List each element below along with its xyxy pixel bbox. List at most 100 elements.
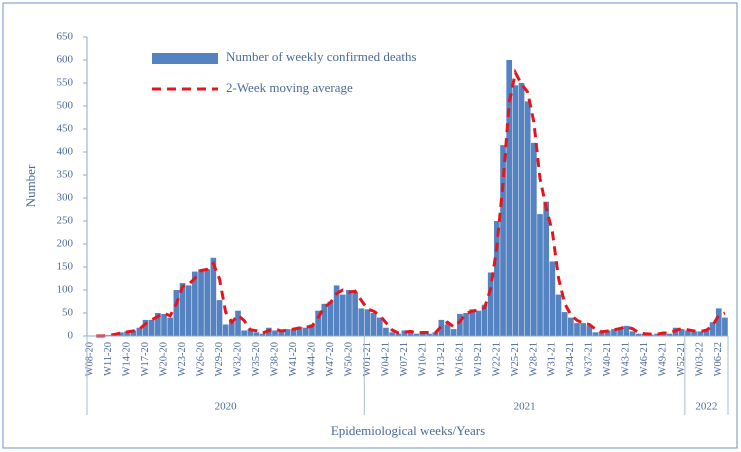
bar [204,269,211,336]
x-tick-label: W28-21 [528,342,539,376]
bar [210,257,217,336]
bar [161,313,167,336]
bar [537,214,543,336]
bar [241,330,248,336]
bar [413,333,420,336]
y-tick-label: 350 [57,169,74,181]
y-tick-label: 550 [57,77,74,89]
bar [487,272,494,336]
bar [444,324,451,336]
bar [253,332,260,336]
x-tick-label: W41-20 [288,342,299,376]
bar [192,271,198,336]
bar [561,312,568,336]
bar [401,330,408,336]
bar [678,329,685,336]
bar [555,294,562,336]
y-tick-label: 0 [68,330,74,342]
group-label: 2020 [215,401,238,413]
bar [327,301,334,336]
bar [623,325,630,336]
bar [598,331,605,336]
x-tick-label: W08-20 [84,342,95,376]
bar [383,327,389,336]
y-tick-label: 600 [57,54,74,66]
bar [179,283,186,336]
bar [580,323,586,336]
bar [512,85,519,336]
bar [339,294,346,336]
legend-swatch [152,53,218,64]
x-tick-label: W37-21 [584,342,595,376]
x-tick-label: W43-21 [621,342,632,376]
bar [685,330,691,336]
y-tick-label: 150 [57,261,74,273]
bar [531,142,537,336]
bar [567,317,574,336]
x-tick-label: W22-21 [491,342,502,376]
bar [629,331,636,336]
bar [389,332,395,336]
bar [722,317,728,336]
x-tick-label: W01-21 [362,342,373,376]
x-tick-label: W14-20 [121,342,132,376]
bar [222,324,229,336]
group-label: 2021 [514,401,536,413]
bar [592,332,599,336]
x-tick-label: W17-20 [140,342,151,376]
bar [494,221,500,336]
bar [518,83,525,336]
bar [216,300,223,336]
bar [333,285,340,336]
x-tick-label: W04-21 [380,342,391,376]
bar [697,331,704,336]
bar [142,319,149,336]
x-tick-label: W23-20 [177,342,188,376]
bar [426,333,432,336]
y-tick-label: 200 [57,238,74,250]
bar [611,329,617,336]
bar [247,329,254,336]
y-axis-label: Number [23,164,38,207]
bar [370,313,377,336]
y-tick-label: 250 [57,215,74,227]
bar [666,333,673,336]
bar [272,330,278,336]
y-tick-label: 650 [57,31,74,43]
x-tick-label: W07-21 [399,342,410,376]
bar [235,310,241,336]
x-tick-label: W29-20 [214,342,225,376]
x-tick-label: W49-21 [658,342,669,376]
bar [185,285,192,336]
bar [450,329,457,336]
y-tick-label: 300 [57,192,74,204]
x-tick-label: W19-21 [473,342,484,376]
y-tick-label: 100 [57,284,74,296]
x-axis-label: Epidemiological weeks/Years [331,423,485,438]
bar [173,290,180,336]
bar [463,313,469,336]
bar [457,313,463,336]
x-tick-label: W03-22 [695,342,706,376]
x-tick-label: W46-21 [639,342,650,376]
bar [715,308,722,336]
bar [315,310,321,336]
bar [543,201,550,336]
x-tick-label: W11-20 [103,342,114,376]
x-tick-label: W34-21 [565,342,576,376]
legend-label: Number of weekly confirmed deaths [226,49,417,64]
x-tick-label: W47-20 [325,342,336,376]
bar [358,308,365,336]
bar [346,290,352,336]
y-tick-label: 400 [57,146,74,158]
x-tick-label: W25-21 [510,342,521,376]
x-tick-label: W13-21 [436,342,447,376]
bar [352,292,358,336]
bar [118,332,124,336]
bar [167,317,174,336]
bar [364,309,371,336]
legend-label: 2-Week moving average [226,80,353,95]
y-tick-label: 450 [57,123,74,135]
bar [475,310,482,336]
